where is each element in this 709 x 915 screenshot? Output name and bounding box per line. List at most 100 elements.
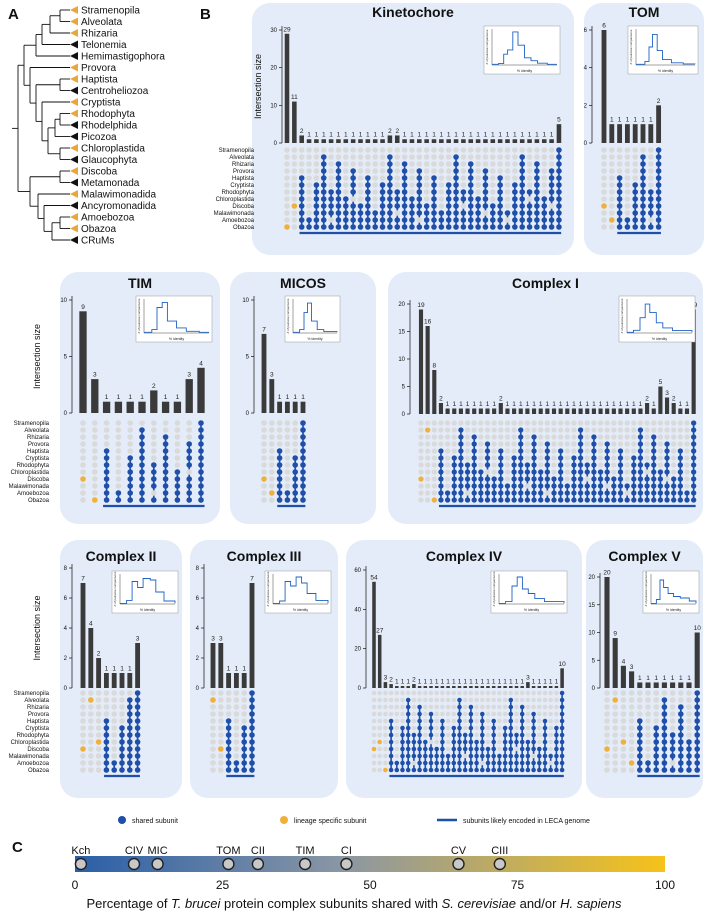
shared-subunit-dot <box>537 767 542 773</box>
shared-subunit-dot <box>320 210 327 216</box>
shared-subunit-dot <box>525 760 531 766</box>
shared-subunit-dot <box>508 697 514 703</box>
empty-dot <box>95 697 102 703</box>
bar <box>457 686 462 688</box>
shared-subunit-dot <box>508 760 514 766</box>
shared-subunit-dot <box>644 490 650 496</box>
empty-dot <box>291 154 298 160</box>
empty-dot <box>484 434 491 440</box>
empty-dot <box>462 753 468 759</box>
empty-dot <box>306 168 312 174</box>
shared-subunit-dot <box>401 175 408 181</box>
empty-dot <box>372 147 379 153</box>
empty-dot <box>328 147 334 153</box>
empty-dot <box>497 746 502 752</box>
shared-subunit-dot <box>249 697 255 703</box>
shared-subunit-dot <box>637 483 644 489</box>
empty-dot <box>127 420 133 426</box>
shared-subunit-dot <box>313 210 320 216</box>
bar-value-label: 1 <box>373 132 377 139</box>
empty-dot <box>604 753 610 759</box>
empty-dot <box>604 732 610 738</box>
empty-dot <box>335 154 342 160</box>
shared-subunit-dot <box>372 210 379 216</box>
shared-subunit-dot <box>357 203 364 209</box>
shared-subunit-dot <box>653 725 659 731</box>
lineage-specific-dot <box>424 427 431 433</box>
shared-subunit-dot <box>458 490 464 496</box>
empty-dot <box>519 690 525 696</box>
shared-subunit-dot <box>445 217 452 223</box>
shared-subunit-dot <box>551 476 557 482</box>
shared-subunit-dot <box>460 224 467 230</box>
shared-subunit-dot <box>648 210 654 216</box>
matrix-row-label: Alveolata <box>24 698 49 704</box>
empty-dot <box>525 690 531 696</box>
empty-dot <box>292 441 299 447</box>
panel-title: Complex V <box>608 548 681 564</box>
empty-dot <box>225 704 232 710</box>
shared-subunit-dot <box>637 427 644 433</box>
shared-subunit-dot <box>498 476 504 482</box>
shared-subunit-dot <box>559 704 565 710</box>
shared-subunit-dot <box>491 476 497 482</box>
bar-value-label: 1 <box>469 132 473 139</box>
empty-dot <box>684 441 690 447</box>
shared-subunit-dot <box>534 182 540 188</box>
shared-subunit-dot <box>653 739 659 745</box>
shared-subunit-dot <box>644 462 650 468</box>
shared-subunit-dot <box>335 161 342 167</box>
empty-dot <box>475 189 481 195</box>
empty-dot <box>551 420 557 426</box>
empty-dot <box>548 697 553 703</box>
bar <box>534 139 540 143</box>
empty-dot <box>111 739 117 745</box>
shared-subunit-dot <box>411 746 417 752</box>
shared-subunit-dot <box>127 490 133 496</box>
empty-dot <box>451 690 457 696</box>
shared-subunit-dot <box>554 725 559 731</box>
shared-subunit-dot <box>478 497 484 503</box>
bar-value-label: 1 <box>278 394 282 401</box>
shared-subunit-dot <box>512 224 518 230</box>
shared-subunit-dot <box>484 455 491 461</box>
bar <box>518 408 523 414</box>
shared-subunit-dot <box>661 718 668 724</box>
empty-dot <box>434 711 439 717</box>
empty-dot <box>514 718 519 724</box>
empty-dot <box>669 718 676 724</box>
matrix-row-label: Obazoa <box>233 225 255 231</box>
bar <box>418 309 424 414</box>
shared-subunit-dot <box>557 455 564 461</box>
empty-dot <box>434 732 439 738</box>
shared-subunit-dot <box>387 182 393 188</box>
shared-subunit-dot <box>151 462 157 468</box>
shared-subunit-dot <box>438 210 445 216</box>
shared-subunit-dot <box>139 427 145 433</box>
taxon-triangle-icon <box>70 86 78 95</box>
empty-dot <box>519 147 525 153</box>
empty-dot <box>284 434 291 440</box>
empty-dot <box>80 462 86 468</box>
shared-subunit-dot <box>616 217 623 223</box>
empty-dot <box>80 767 86 773</box>
empty-dot <box>604 739 610 745</box>
shared-subunit-dot <box>531 746 536 752</box>
shared-subunit-dot <box>514 739 519 745</box>
empty-dot <box>462 697 468 703</box>
shared-subunit-dot <box>525 753 531 759</box>
bar <box>520 686 524 688</box>
shared-subunit-dot <box>498 448 504 454</box>
shared-subunit-dot <box>445 196 452 202</box>
empty-dot <box>617 434 624 440</box>
inset-histogram-line <box>273 576 329 604</box>
shared-subunit-dot <box>405 711 411 717</box>
shared-subunit-dot <box>640 168 646 174</box>
bar <box>656 105 662 143</box>
shared-subunit-dot <box>457 753 462 759</box>
shared-subunit-dot <box>320 196 327 202</box>
shared-subunit-dot <box>400 767 405 773</box>
empty-dot <box>438 441 444 447</box>
empty-dot <box>233 697 240 703</box>
matrix-row-label: Malawimonada <box>9 754 50 760</box>
